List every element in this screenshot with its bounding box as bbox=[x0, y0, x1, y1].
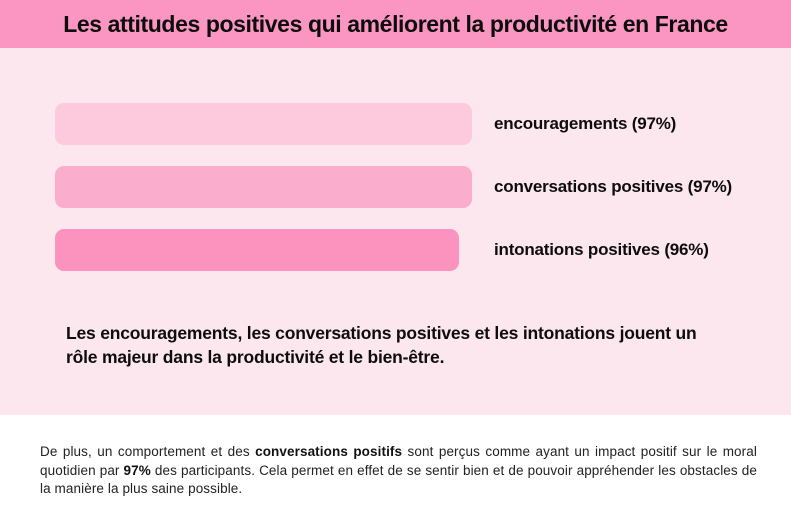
page-title: Les attitudes positives qui améliorent l… bbox=[63, 10, 728, 37]
bar-value-label: encouragements (97%) bbox=[494, 114, 677, 133]
header-banner: Les attitudes positives qui améliorent l… bbox=[0, 0, 791, 48]
chart-summary-text: Les encouragements, les conversations po… bbox=[66, 323, 697, 367]
footnote-paragraph: De plus, un comportement et des conversa… bbox=[40, 443, 757, 499]
bar-chart-section: encouragements (97%) conversations positi… bbox=[0, 48, 791, 415]
bar-encouragements bbox=[55, 103, 472, 145]
bar-intonations-positives bbox=[55, 229, 459, 271]
footnote-text: des participants. Cela permet en effet d… bbox=[40, 462, 757, 497]
bar-value-label: conversations positives (97%) bbox=[494, 177, 732, 196]
bar-value-label: intonations positives (96%) bbox=[494, 240, 709, 259]
bar-conversations-positives bbox=[55, 166, 472, 208]
footnote-bold-term: conversations positifs bbox=[255, 444, 403, 459]
bar-row: encouragements (97%) bbox=[55, 103, 791, 145]
footnote-text: De plus, un comportement et des bbox=[40, 444, 250, 459]
bar-row: intonations positives (96%) bbox=[55, 229, 791, 271]
bar-chart: encouragements (97%) conversations positi… bbox=[0, 103, 791, 271]
footnote-text: sont perçus comme ayant un impact positi… bbox=[40, 444, 757, 478]
footnote-bold-percentage: 97% bbox=[123, 462, 151, 478]
bar-row: conversations positives (97%) bbox=[55, 166, 791, 208]
footnote-section: De plus, un comportement et des conversa… bbox=[0, 415, 791, 524]
